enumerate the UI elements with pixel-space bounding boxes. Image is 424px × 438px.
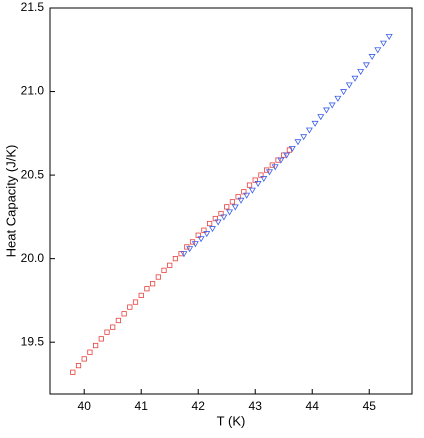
x-tick-label: 41 (135, 399, 149, 413)
data-point (132, 299, 139, 305)
data-point (212, 215, 218, 222)
data-point (235, 194, 241, 200)
data-point (241, 189, 247, 195)
y-tick-label: 20.5 (21, 167, 45, 181)
data-point (229, 199, 236, 205)
data-point (246, 182, 253, 188)
y-tick-label: 19.5 (21, 334, 45, 348)
data-point (328, 102, 336, 109)
data-point (104, 329, 110, 335)
data-point (138, 292, 144, 299)
data-point (214, 219, 222, 226)
data-point (75, 362, 82, 369)
data-point (87, 349, 93, 355)
data-point (305, 127, 313, 134)
data-point (379, 40, 387, 47)
data-point (201, 227, 207, 233)
data-point (277, 157, 285, 164)
data-point (334, 95, 342, 102)
data-point (271, 164, 279, 171)
x-tick-label: 44 (306, 399, 320, 413)
data-point (288, 145, 296, 152)
x-tick-label: 45 (363, 399, 377, 413)
plot-frame (49, 7, 413, 395)
data-point (207, 220, 213, 227)
data-point (260, 176, 268, 183)
data-point (224, 204, 230, 210)
data-point (374, 47, 382, 54)
data-point (144, 286, 150, 292)
data-point (265, 169, 273, 176)
data-point (258, 172, 264, 178)
data-point (220, 214, 228, 221)
data-point (254, 181, 262, 188)
data-point (294, 139, 302, 146)
data-point (81, 356, 87, 362)
x-axis-label: T (K) (217, 413, 246, 428)
data-point (385, 34, 393, 41)
data-point (243, 192, 251, 199)
data-point (197, 236, 205, 243)
data-point (115, 317, 122, 324)
data-point (155, 274, 161, 280)
data-point (248, 187, 256, 194)
y-tick-label: 21.0 (21, 84, 45, 98)
data-point (226, 209, 234, 216)
y-tick-label: 20.0 (21, 251, 45, 265)
data-point (127, 304, 133, 310)
data-point (362, 62, 370, 69)
data-point (161, 267, 167, 273)
data-point (340, 89, 348, 96)
data-point (218, 210, 224, 217)
data-point (322, 107, 330, 114)
data-point (150, 281, 156, 287)
data-point (237, 197, 245, 204)
data-point (345, 82, 353, 89)
x-tick-label: 43 (249, 399, 263, 413)
data-point (231, 204, 239, 211)
data-point (203, 231, 211, 238)
data-point (195, 232, 201, 238)
data-point (283, 152, 291, 159)
data-point (351, 75, 359, 82)
data-point (110, 324, 116, 330)
data-point (252, 177, 258, 183)
data-point (368, 54, 376, 61)
data-point (70, 369, 76, 375)
x-tick-label: 40 (78, 399, 92, 413)
data-point (180, 251, 188, 258)
x-tick-label: 42 (192, 399, 206, 413)
data-point (191, 241, 199, 248)
data-point (98, 336, 104, 342)
data-point (300, 134, 308, 141)
data-point (357, 69, 365, 76)
y-tick-label: 21.5 (21, 0, 45, 14)
data-point (311, 120, 319, 127)
data-point (121, 311, 127, 317)
data-point (167, 262, 173, 268)
data-point (186, 246, 194, 253)
data-point (172, 256, 179, 262)
data-point (93, 342, 99, 349)
y-axis-label: Heat Capacity (J/K) (3, 145, 18, 258)
data-point (317, 114, 325, 121)
data-point (208, 226, 216, 233)
